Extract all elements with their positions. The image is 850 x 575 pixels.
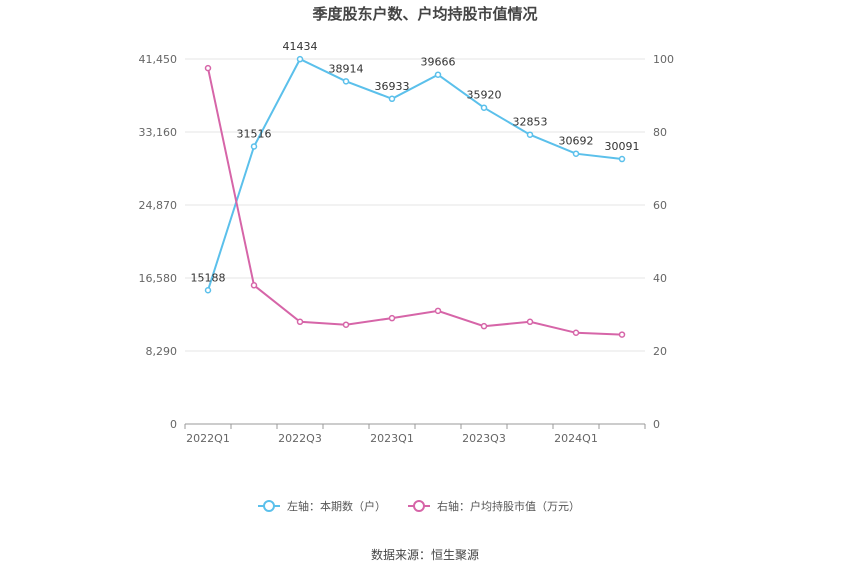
right-tick-label: 20: [653, 345, 667, 358]
x-tick-label: 2023Q1: [370, 432, 414, 445]
data-point: [250, 143, 258, 150]
data-label: 41434: [283, 40, 318, 53]
legend-item: 右轴：户均持股市值（万元）: [408, 499, 580, 513]
data-label: 32853: [513, 116, 548, 129]
data-label: 38914: [329, 62, 364, 75]
legend-label: 左轴：本期数（户）: [287, 499, 386, 513]
series-avg-value: [204, 64, 626, 338]
left-tick-label: 24,870: [139, 199, 178, 212]
legend: 左轴：本期数（户） 右轴：户均持股市值（万元）: [258, 499, 580, 513]
series-line: [207, 57, 623, 291]
x-tick-label: 2022Q3: [278, 432, 322, 445]
legend-marker: [263, 500, 275, 512]
data-point: [572, 329, 580, 336]
right-tick-label: 60: [653, 199, 667, 212]
data-point: [434, 71, 442, 78]
series-holders: 15188 31516 41434 38914 36933 39666 35920 32853…: [191, 40, 640, 294]
data-point: [526, 318, 534, 326]
right-y-axis: 0 20 40 60 80 100: [653, 53, 674, 431]
source-note: 数据来源：恒生聚源: [371, 547, 479, 562]
data-point: [618, 155, 626, 163]
data-point: [480, 322, 488, 330]
data-point: [250, 282, 258, 289]
x-tick-label: 2024Q1: [554, 432, 598, 445]
data-label: 39666: [421, 56, 456, 69]
data-point: [204, 64, 212, 72]
data-label: 15188: [191, 271, 226, 284]
left-tick-label: 41,450: [139, 53, 178, 66]
right-tick-label: 40: [653, 272, 667, 285]
data-point: [342, 78, 350, 85]
data-point: [618, 331, 626, 338]
data-point: [572, 150, 580, 157]
data-point: [296, 55, 304, 63]
data-label: 31516: [237, 127, 272, 140]
left-tick-label: 8,290: [146, 345, 178, 358]
data-label: 35920: [467, 89, 502, 102]
legend-item: 左轴：本期数（户）: [258, 499, 386, 513]
data-point: [480, 104, 488, 111]
data-label: 36933: [375, 80, 410, 93]
x-tick-label: 2022Q1: [186, 432, 230, 445]
grid-lines: [185, 58, 645, 352]
left-tick-label: 0: [170, 418, 177, 431]
data-point: [434, 307, 442, 315]
data-point: [388, 95, 396, 103]
right-tick-label: 80: [653, 126, 667, 139]
right-tick-label: 0: [653, 418, 660, 431]
series-layer: 15188 31516 41434 38914 36933 39666 35920 32853…: [191, 40, 640, 338]
left-tick-label: 33,160: [139, 126, 178, 139]
left-y-axis: 0 8,290 16,580 24,870 33,160 41,450: [139, 53, 178, 431]
data-point: [204, 287, 212, 294]
series-line: [207, 67, 623, 336]
right-tick-label: 100: [653, 53, 674, 66]
data-label: 30091: [605, 140, 640, 153]
chart-title: 季度股东户数、户均持股市值情况: [312, 5, 537, 23]
legend-marker: [413, 500, 425, 512]
data-point: [388, 314, 396, 322]
data-point: [526, 131, 534, 138]
data-point: [296, 318, 304, 326]
data-point: [342, 321, 350, 328]
x-axis: 2022Q1 2022Q3 2023Q1 2023Q3 2024Q1: [184, 423, 646, 445]
x-tick-label: 2023Q3: [462, 432, 506, 445]
data-label: 30692: [559, 135, 594, 148]
left-tick-label: 16,580: [139, 272, 178, 285]
legend-label: 右轴：户均持股市值（万元）: [437, 499, 580, 513]
